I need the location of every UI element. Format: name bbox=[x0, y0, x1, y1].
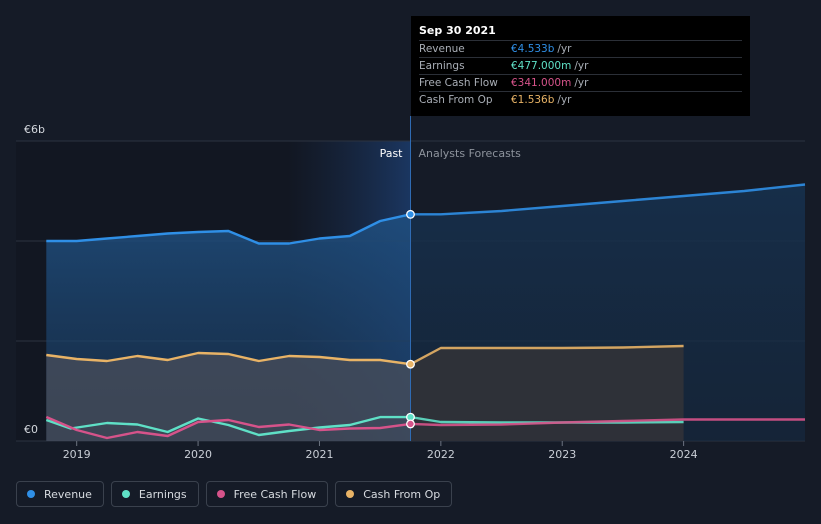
x-tick-label: 2020 bbox=[184, 448, 212, 461]
tooltip-label: Free Cash Flow bbox=[419, 77, 498, 89]
free-cash-flow-marker bbox=[406, 419, 415, 429]
legend-dot-icon bbox=[216, 490, 225, 498]
cash-from-op-area-past bbox=[46, 353, 411, 441]
tooltip-value: €4.533b bbox=[511, 43, 555, 55]
tooltip-label: Cash From Op bbox=[419, 94, 493, 106]
x-tick-label: 2023 bbox=[548, 448, 576, 461]
legend-label: Earnings bbox=[138, 487, 187, 501]
forecast-label: Analysts Forecasts bbox=[419, 147, 522, 160]
revenue-marker bbox=[406, 209, 415, 219]
tooltip-unit: /yr bbox=[557, 43, 572, 55]
y-axis-label-min: €0 bbox=[24, 423, 38, 436]
tooltip-unit: /yr bbox=[574, 77, 589, 89]
x-tick-label: 2022 bbox=[427, 448, 455, 461]
legend-dot-icon bbox=[27, 490, 35, 498]
tooltip-unit: /yr bbox=[557, 94, 572, 106]
legend-dot-icon bbox=[121, 490, 130, 498]
legend-label: Cash From Op bbox=[363, 487, 441, 501]
legend-dot-icon bbox=[346, 490, 355, 498]
revenue-line bbox=[46, 213, 411, 245]
past-label: Past bbox=[380, 147, 404, 160]
cash-from-op-area-forecast bbox=[410, 346, 684, 441]
tooltip-label: Earnings bbox=[419, 60, 465, 72]
revenue-forecast-line bbox=[410, 183, 806, 216]
legend-label: Revenue bbox=[44, 487, 92, 501]
legend-item-cash-from-op[interactable]: Cash From Op bbox=[335, 481, 453, 507]
tooltip-value: €477.000m bbox=[511, 60, 572, 72]
tooltip-row-earnings: Earnings €477.000m /yr bbox=[419, 57, 742, 74]
tooltip-row-free-cash-flow: Free Cash Flow €341.000m /yr bbox=[419, 74, 742, 91]
y-axis-label-max: €6b bbox=[24, 123, 45, 136]
earnings-line bbox=[45, 415, 411, 437]
tooltip-value: €341.000m bbox=[511, 77, 572, 89]
cash-from-op-line bbox=[46, 351, 411, 366]
cash-from-op-marker bbox=[406, 359, 415, 369]
x-tick-label: 2021 bbox=[305, 448, 333, 461]
tooltip-value: €1.536b bbox=[511, 94, 555, 106]
legend: Revenue Earnings Free Cash Flow Cash Fro… bbox=[16, 481, 453, 507]
cash-from-op-forecast-line bbox=[409, 344, 684, 366]
legend-label: Free Cash Flow bbox=[233, 487, 317, 501]
x-tick-label: 2019 bbox=[63, 448, 91, 461]
legend-item-free-cash-flow[interactable]: Free Cash Flow bbox=[205, 481, 329, 507]
tooltip-label: Revenue bbox=[419, 43, 465, 55]
x-tick-label: 2024 bbox=[670, 448, 698, 461]
legend-item-revenue[interactable]: Revenue bbox=[16, 481, 104, 507]
legend-item-earnings[interactable]: Earnings bbox=[110, 481, 199, 507]
tooltip-unit: /yr bbox=[574, 60, 589, 72]
tooltip-row-revenue: Revenue €4.533b /yr bbox=[419, 40, 742, 57]
tooltip-date: Sep 30 2021 bbox=[419, 24, 496, 37]
free-cash-flow-forecast-line bbox=[410, 418, 805, 427]
tooltip-row-cash-from-op: Cash From Op €1.536b /yr bbox=[419, 91, 742, 108]
free-cash-flow-line bbox=[45, 415, 411, 440]
tooltip: Sep 30 2021 Revenue €4.533b /yr Earnings… bbox=[411, 16, 750, 116]
